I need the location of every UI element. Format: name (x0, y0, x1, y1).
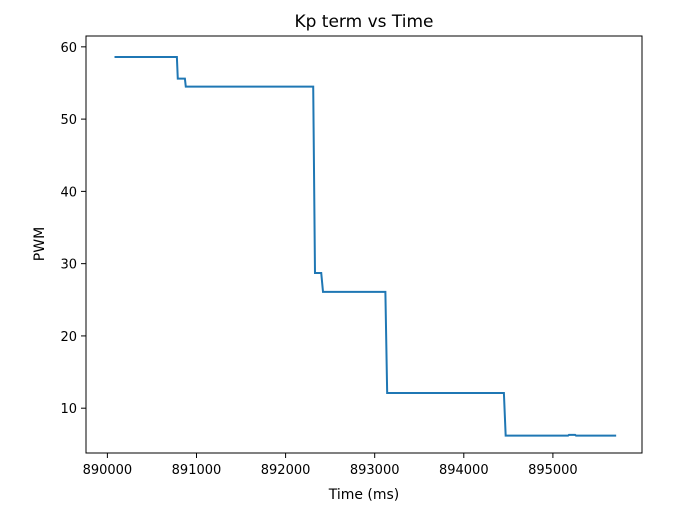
y-tick-label: 30 (60, 258, 77, 273)
x-tick-label: 890000 (83, 463, 133, 478)
y-tick-label: 20 (60, 330, 77, 345)
y-tick-label: 10 (60, 402, 77, 417)
y-axis-label: PWM (32, 227, 48, 261)
y-tick-label: 60 (60, 41, 77, 56)
tick-layer: 890000 891000 892000 893000 894000 895000 10 20… (60, 41, 577, 478)
plot-area (86, 36, 642, 453)
chart-title: Kp term vs Time (294, 12, 433, 32)
x-tick-label: 891000 (172, 463, 222, 478)
plot-frame (85, 35, 643, 454)
x-tick-label: 895000 (528, 463, 578, 478)
x-tick-label: 893000 (350, 463, 400, 478)
series-line-1 (114, 55, 617, 437)
series-layer (114, 55, 617, 437)
x-axis-label: Time (ms) (328, 487, 400, 503)
x-tick-label: 894000 (439, 463, 489, 478)
y-tick-label: 40 (60, 185, 77, 200)
y-tick-label: 50 (60, 113, 77, 128)
x-tick-label: 892000 (261, 463, 311, 478)
